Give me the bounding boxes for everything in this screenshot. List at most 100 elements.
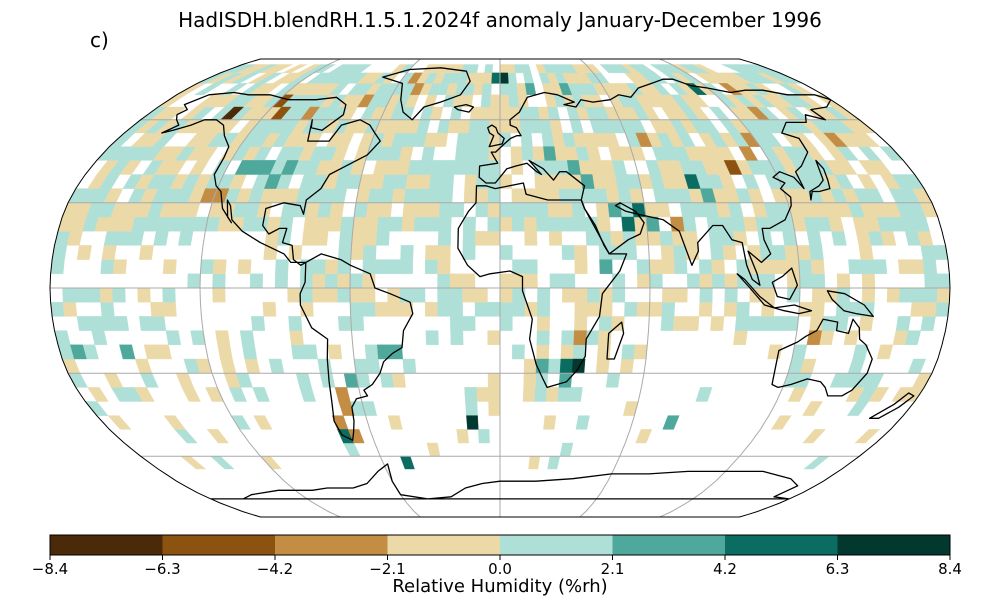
grid-cell: [635, 64, 656, 74]
anomaly-cell: [684, 83, 708, 95]
grid-cell: [220, 83, 249, 95]
grid-cell: [936, 273, 950, 289]
colorbar-tick-label: 0.0: [488, 560, 512, 578]
grid-cell: [693, 64, 718, 74]
grid-cell: [856, 174, 878, 189]
coastlines: [161, 67, 915, 500]
colorbar-segment: [500, 535, 613, 555]
anomaly-cell: [70, 344, 87, 360]
colorbar-tick-label: −6.3: [144, 560, 180, 578]
grid-cell: [387, 415, 403, 430]
japan-coast: [809, 159, 831, 201]
colorbar-segment: [837, 535, 951, 555]
grid-cell: [478, 429, 490, 444]
grid-cell: [138, 245, 154, 260]
colorbar-tick-label: −2.1: [369, 560, 405, 578]
grid-cell: [165, 330, 182, 345]
anomaly-cell: [543, 146, 557, 161]
meridian-line: [199, 59, 341, 517]
grid-cell: [524, 259, 538, 274]
grid-cell: [237, 259, 252, 274]
grid-cell: [895, 316, 911, 331]
anomaly-cell: [280, 160, 299, 175]
grid-cell: [253, 415, 273, 430]
borneo-coast: [771, 267, 799, 301]
meridian-line: [349, 59, 421, 517]
grid-cell: [802, 401, 823, 416]
grid-cell: [456, 429, 469, 444]
grid-cell: [611, 316, 625, 331]
grid-cell: [162, 259, 177, 274]
grid-cell: [462, 216, 476, 232]
grid-cell: [695, 387, 713, 402]
uk-coast: [487, 124, 505, 148]
grid-cell: [275, 259, 289, 274]
anomaly-cell: [635, 132, 653, 147]
grid-cell: [112, 259, 127, 274]
grid-cell: [87, 387, 109, 402]
grid-cell: [462, 316, 476, 331]
antarctica-coast: [210, 463, 799, 500]
grid-cell: [107, 415, 132, 430]
grid-cell: [155, 344, 172, 360]
anomaly-cell: [767, 344, 783, 360]
anomaly-cell: [621, 216, 636, 232]
anomaly-cell: [119, 344, 136, 360]
anomaly-cell: [823, 132, 848, 147]
panel-label: c): [90, 28, 109, 52]
grid-cell: [212, 259, 227, 274]
australia-coast: [771, 318, 873, 397]
iceland-coast: [453, 103, 475, 113]
grid-cell: [770, 415, 792, 430]
grid-cell: [574, 245, 588, 260]
colorbar-segment: [612, 535, 726, 555]
greenland-coast: [382, 67, 471, 121]
colorbar-segment: [50, 535, 163, 555]
grid-cell: [543, 415, 557, 430]
grid-cell: [239, 330, 255, 345]
north-america-coast: [161, 91, 381, 266]
madagascar-coast: [606, 321, 625, 360]
grid-cell: [802, 429, 826, 444]
graticule: [50, 59, 950, 517]
anomaly-cell: [723, 160, 743, 175]
anomaly-cell: [599, 259, 613, 274]
anomaly-cell: [662, 415, 680, 430]
grid-cell: [215, 330, 231, 345]
anomaly-cell: [338, 401, 355, 416]
grid-cell: [250, 316, 266, 331]
colorbar-segment: [162, 535, 276, 555]
grid-cell: [76, 245, 92, 260]
grid-cell: [351, 64, 372, 74]
colorbar-tick-label: −4.2: [257, 560, 293, 578]
grid-cell: [568, 387, 583, 402]
grid-cell: [425, 330, 439, 345]
grid-cell: [685, 316, 700, 331]
colorbar-tick-label: 8.4: [938, 560, 962, 578]
anomaly-cell: [409, 83, 425, 95]
colorbar-tick-label: 6.3: [826, 560, 850, 578]
indonesia-coast: [736, 273, 813, 315]
colorbar-tick-label: 4.2: [713, 560, 737, 578]
grid-cell: [252, 387, 270, 402]
anomaly-cell: [558, 83, 573, 95]
grid-cell: [262, 302, 277, 317]
anomaly-cell: [376, 344, 391, 360]
grid-cell: [876, 344, 894, 360]
colorbar-label: Relative Humidity (%rh): [392, 576, 608, 597]
chart-title: HadISDH.blendRH.1.5.1.2024f anomaly Janu…: [178, 8, 822, 32]
grid-cell: [511, 344, 525, 360]
grid-cell: [282, 64, 307, 74]
grid-cell: [255, 72, 284, 84]
grid-cell: [843, 330, 860, 345]
colorbar-segment: [387, 535, 501, 555]
grid-cell: [854, 429, 881, 444]
globe-outline: [49, 58, 951, 518]
grid-cell: [521, 64, 532, 74]
grid-cell: [303, 344, 318, 360]
colorbar-segment: [725, 535, 838, 555]
eurasia-coast: [478, 78, 832, 286]
anomaly-cell: [738, 146, 759, 161]
